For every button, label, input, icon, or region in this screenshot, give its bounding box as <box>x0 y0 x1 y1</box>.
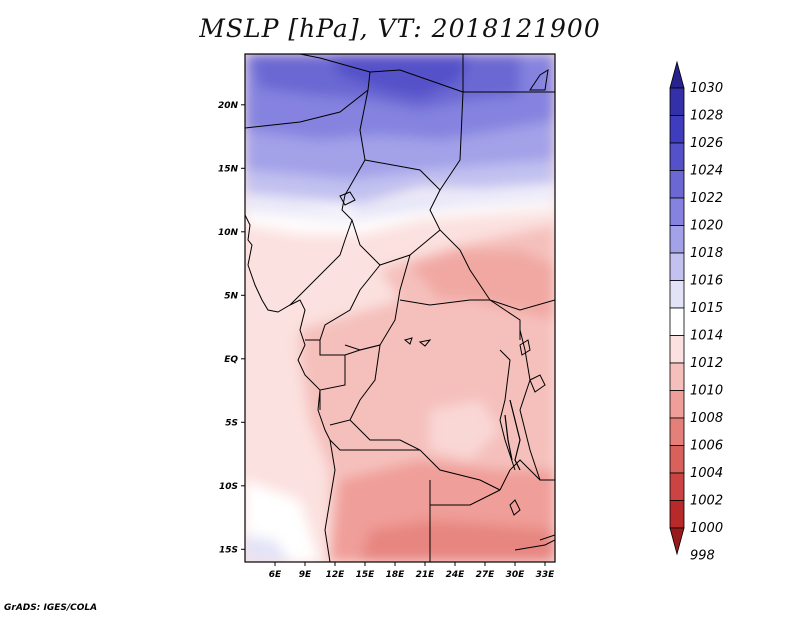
colorbar-max-arrow <box>669 60 685 89</box>
colorbar-segment <box>669 417 685 446</box>
colorbar-label: 1030 <box>690 81 723 96</box>
colorbar-segment <box>669 197 685 226</box>
colorbar-segment <box>669 87 685 116</box>
lon-tick-label: 18E <box>386 570 406 580</box>
lat-tick-label: 15N <box>218 164 239 174</box>
chart-title: MSLP [hPa], VT: 2018121900 <box>199 14 601 43</box>
lat-tick-label: 20N <box>218 101 239 111</box>
colorbar-label: 998 <box>690 549 715 564</box>
lat-tick-label: 5S <box>225 418 238 428</box>
lon-tick-label: 27E <box>476 570 496 580</box>
colorbar-label: 1022 <box>690 191 723 206</box>
lon-tick-label: 6E <box>269 570 282 580</box>
colorbar-label: 1028 <box>690 109 723 124</box>
colorbar-label: 1016 <box>690 274 723 289</box>
lon-tick-label: 24E <box>446 570 466 580</box>
lon-tick-label: 9E <box>299 570 312 580</box>
lat-tick-label: 10S <box>219 482 238 492</box>
colorbar-label: 1008 <box>690 411 723 426</box>
lat-tick-label: 10N <box>218 228 239 238</box>
lon-tick-label: 21E <box>416 570 436 580</box>
colorbar-min-arrow <box>669 527 685 556</box>
colorbar-label: 1014 <box>690 329 723 344</box>
colorbar-segment <box>669 170 685 199</box>
lat-tick-label: 5N <box>224 291 238 301</box>
lon-tick-label: 15E <box>356 570 376 580</box>
colorbar-segment <box>669 115 685 144</box>
colorbar-label: 1020 <box>690 219 723 234</box>
colorbar-label: 1006 <box>690 439 723 454</box>
colorbar-segment <box>669 225 685 254</box>
colorbar-segment <box>669 472 685 501</box>
lon-tick-label: 33E <box>536 570 556 580</box>
colorbar-label: 1015 <box>690 301 723 316</box>
colorbar-segment <box>669 500 685 529</box>
lon-tick-label: 30E <box>506 570 526 580</box>
country-borders <box>245 54 555 562</box>
latitude-axis: 20N 15N 10N 5N EQ 5S 10S 15S <box>218 101 245 555</box>
colorbar-segment <box>669 335 685 364</box>
colorbar-label: 1002 <box>690 494 723 509</box>
colorbar-label: 1004 <box>690 466 723 481</box>
map-frame <box>244 53 556 563</box>
longitude-axis: 6E 9E 12E 15E 18E 21E 24E 27E 30E 33E <box>269 562 555 580</box>
colorbar-segment <box>669 390 685 419</box>
pressure-field <box>245 54 555 562</box>
colorbar-segment <box>669 445 685 474</box>
colorbar-segment <box>669 307 685 336</box>
credit-label: GrADS: IGES/COLA <box>4 603 98 613</box>
colorbar-label: 1018 <box>690 246 723 261</box>
colorbar-segment <box>669 362 685 391</box>
colorbar-label: 1000 <box>690 521 723 536</box>
coastline <box>245 214 521 562</box>
lakes <box>339 69 549 516</box>
lon-tick-label: 12E <box>326 570 346 580</box>
colorbar-segment <box>669 142 685 171</box>
colorbar-label: 1010 <box>690 384 723 399</box>
colorbar-label: 1012 <box>690 356 723 371</box>
colorbar-label: 1024 <box>690 164 723 179</box>
colorbar-segment <box>669 280 685 309</box>
lat-tick-label: EQ <box>224 355 238 365</box>
lat-tick-label: 15S <box>219 545 238 555</box>
colorbar-segment <box>669 252 685 281</box>
colorbar: 1030 1028 1026 1024 1022 1020 1018 1016 1015 1014… <box>669 60 723 564</box>
colorbar-label: 1026 <box>690 136 723 151</box>
